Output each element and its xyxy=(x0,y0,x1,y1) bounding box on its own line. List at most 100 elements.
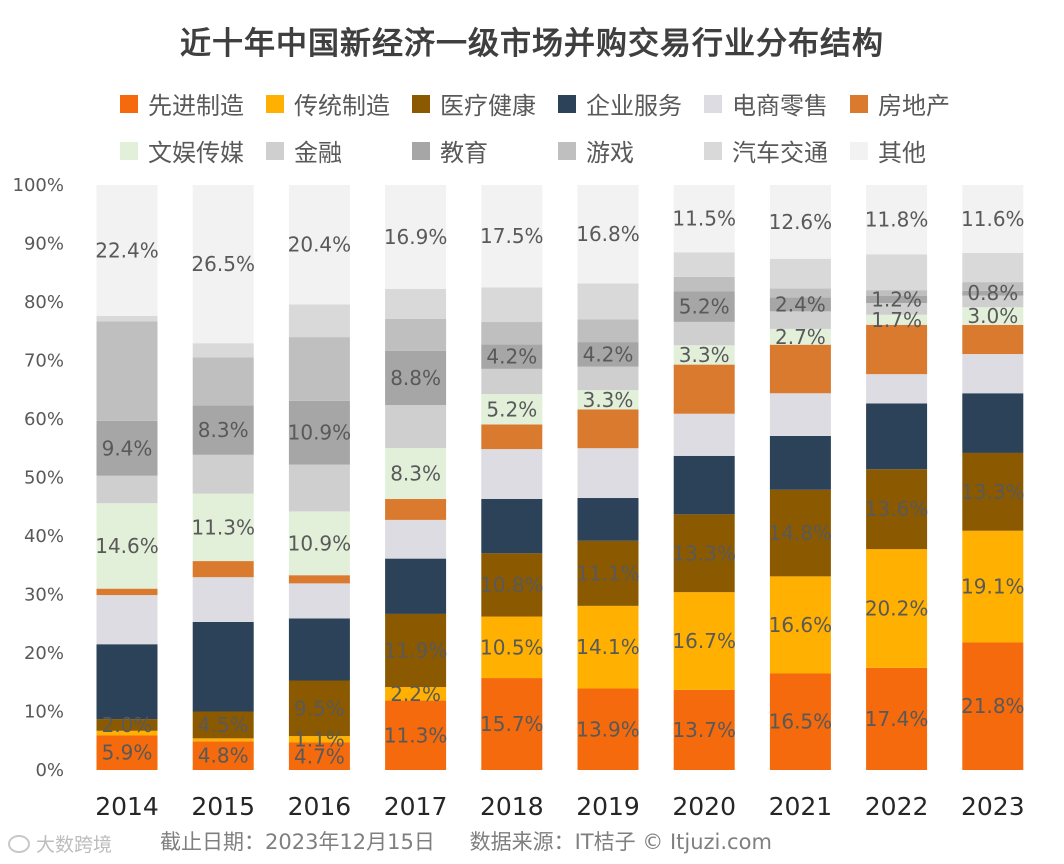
legend-item: 教育 xyxy=(412,133,536,168)
bar-segment xyxy=(481,185,543,288)
bar-segment xyxy=(481,498,543,554)
data-label: 2.4% xyxy=(775,292,826,316)
legend-item: 游戏 xyxy=(558,133,682,168)
bar-segment xyxy=(481,616,543,679)
bar-segment xyxy=(769,258,831,289)
bar-segment xyxy=(577,448,639,499)
bar-segment xyxy=(577,366,639,391)
legend-swatch xyxy=(558,141,576,160)
bar-segment xyxy=(962,393,1024,453)
bar-segment xyxy=(577,498,639,541)
legend-label: 企业服务 xyxy=(586,92,682,120)
bar-segment xyxy=(962,642,1024,770)
bar-segment xyxy=(769,489,831,577)
bar-segment xyxy=(866,290,928,297)
bar-segment xyxy=(866,549,928,668)
bar-segment xyxy=(385,519,447,559)
data-label: 5.2% xyxy=(486,397,537,421)
bar-segment xyxy=(673,252,735,277)
data-label: 11.6% xyxy=(961,207,1025,231)
data-label: 10.5% xyxy=(480,635,544,659)
data-label: 3.3% xyxy=(583,388,634,412)
data-label: 5.9% xyxy=(102,741,153,765)
data-label: 4.5% xyxy=(198,713,249,737)
bar-segment xyxy=(288,583,350,619)
data-label: 5.2% xyxy=(679,295,730,319)
data-label: 2.7% xyxy=(775,325,826,349)
bar-segment xyxy=(866,254,928,291)
bar-segment xyxy=(96,644,158,720)
bar-segment xyxy=(385,350,447,405)
bar-segment xyxy=(673,455,735,515)
bar-segment xyxy=(288,736,350,743)
bar-segment xyxy=(673,364,735,414)
bar-segment xyxy=(866,403,928,470)
bar-segment xyxy=(192,405,254,455)
bar-segment xyxy=(96,185,158,317)
bar-segment xyxy=(288,742,350,770)
bar-segment xyxy=(192,741,254,770)
y-tick-label: 30% xyxy=(24,585,64,606)
legend-swatch xyxy=(850,141,868,160)
legend-swatch xyxy=(558,94,576,113)
bar-segment xyxy=(192,738,254,742)
bar-segment xyxy=(385,185,447,289)
bar-segment xyxy=(962,252,1024,283)
bar-segment xyxy=(385,288,447,319)
bar-segment xyxy=(866,667,928,770)
watermark-logo: 大数跨境 xyxy=(8,830,112,857)
legend-label: 游戏 xyxy=(586,139,634,167)
legend-item: 金融 xyxy=(266,133,390,168)
y-tick-label: 20% xyxy=(24,643,64,664)
bar-segment xyxy=(192,561,254,578)
legend-swatch xyxy=(120,141,138,160)
data-label: 4.2% xyxy=(486,345,537,369)
legend-label: 传统制造 xyxy=(294,92,390,120)
bar-segment xyxy=(769,673,831,770)
bar-segment xyxy=(192,621,254,712)
legend-item: 企业服务 xyxy=(558,86,682,121)
bar-segment xyxy=(673,321,735,346)
chart-legend: 先进制造 传统制造 医疗健康 企业服务 电商零售 房地产 文娱传媒 金融 教育 游戏 汽车交通 其他 xyxy=(120,86,1020,168)
data-label: 13.9% xyxy=(576,717,640,741)
bar-segment xyxy=(962,530,1024,643)
data-label: 4.7% xyxy=(294,744,345,768)
bar-segment xyxy=(288,304,350,338)
bar-segment xyxy=(769,288,831,298)
data-label: 12.6% xyxy=(769,210,833,234)
bar-segment xyxy=(962,185,1024,253)
data-label: 13.3% xyxy=(961,480,1025,504)
bar-segment xyxy=(769,435,831,490)
bar-segment xyxy=(192,185,254,344)
bar-segment xyxy=(385,448,447,500)
legend-swatch xyxy=(704,141,722,160)
bar-segment xyxy=(288,400,350,465)
y-tick-label: 50% xyxy=(24,468,64,489)
x-tick-label: 2022 xyxy=(865,792,929,821)
bar-segment xyxy=(96,735,158,770)
data-label: 21.8% xyxy=(961,694,1025,718)
data-label: 1.2% xyxy=(871,288,922,312)
bar-segment xyxy=(96,588,158,596)
y-tick-label: 40% xyxy=(24,526,64,547)
bar-segment xyxy=(673,514,735,593)
data-label: 17.5% xyxy=(480,224,544,248)
bar-segment xyxy=(673,276,735,292)
bar-segment xyxy=(481,394,543,425)
legend-swatch xyxy=(412,94,430,113)
bar-segment xyxy=(769,311,831,329)
x-tick-label: 2018 xyxy=(480,792,544,821)
legend-item: 房地产 xyxy=(850,86,950,121)
data-label: 20.2% xyxy=(865,596,929,620)
bar-segment xyxy=(962,290,1024,296)
bar-segment xyxy=(962,295,1024,308)
chart-title: 近十年中国新经济一级市场并购交易行业分布结构 xyxy=(180,26,884,62)
bar-segment xyxy=(577,390,639,410)
bar-segment xyxy=(385,687,447,701)
bar-segment xyxy=(96,730,158,736)
bar-segment xyxy=(481,678,543,770)
bar-segment xyxy=(288,185,350,305)
footer: 截止日期：2023年12月15日 数据来源：IT桔子 © Itjuzi.com xyxy=(160,826,920,856)
y-tick-label: 10% xyxy=(24,702,64,723)
